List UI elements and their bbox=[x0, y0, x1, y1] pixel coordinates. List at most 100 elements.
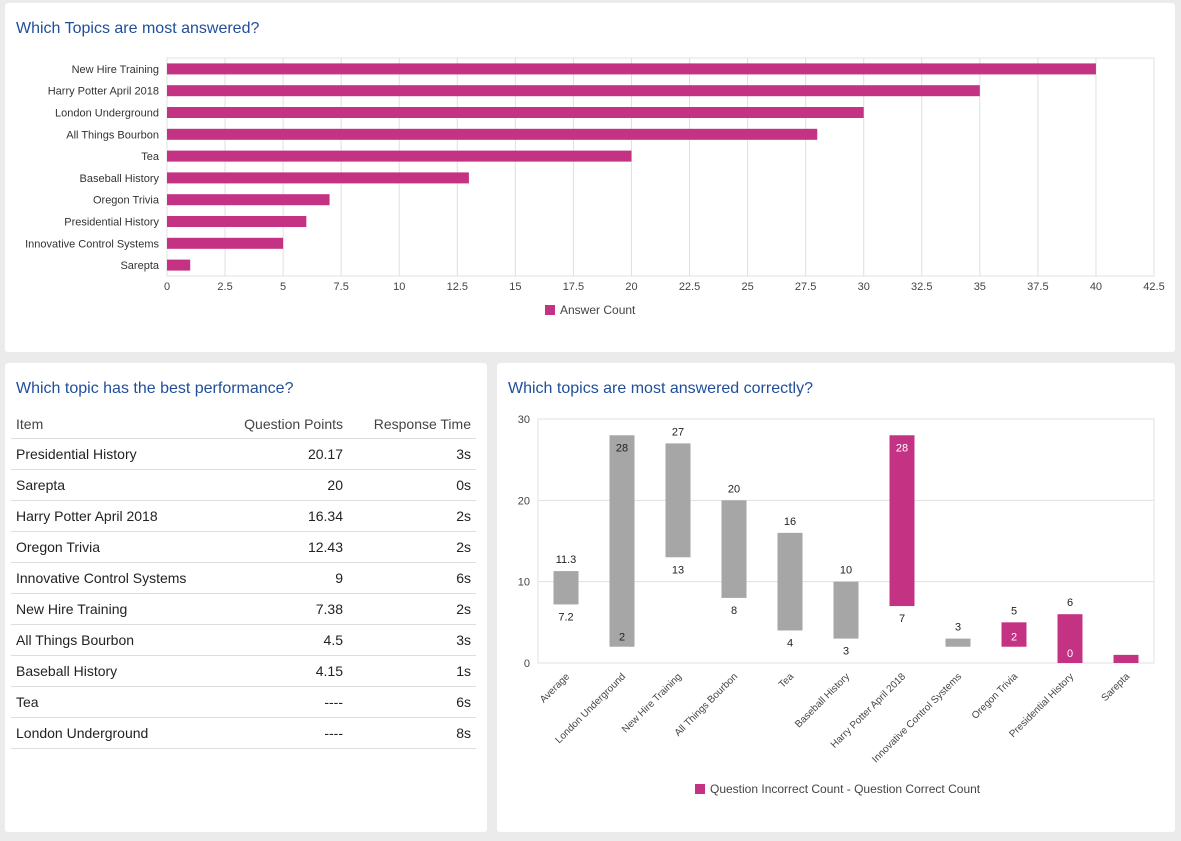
question-points-cell: ---- bbox=[231, 686, 348, 718]
bar[interactable] bbox=[167, 107, 864, 118]
bar[interactable] bbox=[167, 150, 632, 162]
response-time-cell: 8s bbox=[348, 717, 476, 749]
x-tick-label: 42.5 bbox=[1143, 281, 1164, 293]
question-points-cell: 9 bbox=[231, 562, 348, 594]
question-points-cell: 16.34 bbox=[231, 500, 348, 532]
high-value-label: 3 bbox=[955, 622, 961, 634]
table-row[interactable]: London Underground ---- 8s bbox=[11, 717, 476, 749]
x-tick-label: 25 bbox=[741, 281, 753, 293]
table-row[interactable]: Innovative Control Systems 9 6s bbox=[11, 562, 476, 594]
item-cell: Oregon Trivia bbox=[11, 531, 231, 563]
bar[interactable] bbox=[167, 63, 1096, 75]
range-bar[interactable] bbox=[833, 581, 859, 639]
bar[interactable] bbox=[167, 259, 191, 271]
response-time-cell: 1s bbox=[348, 655, 476, 687]
high-value-label: 20 bbox=[728, 483, 740, 495]
bar[interactable] bbox=[167, 216, 307, 227]
bar[interactable] bbox=[167, 85, 980, 97]
y-category-label: Tea bbox=[141, 151, 160, 163]
x-category-label: New Hire Training bbox=[620, 671, 684, 735]
y-category-label: All Things Bourbon bbox=[66, 129, 159, 141]
table-row[interactable]: All Things Bourbon 4.5 3s bbox=[11, 624, 476, 656]
item-cell: London Underground bbox=[11, 717, 231, 749]
legend-label[interactable]: Answer Count bbox=[560, 303, 636, 317]
table-title: Which topic has the best performance? bbox=[16, 380, 294, 397]
most-answered-chart: 0 2.5 5 7.5 10 12.5 15 17.5 20 22.5 25 27.5 30 32.5 35… bbox=[25, 57, 1165, 317]
item-cell: Tea bbox=[11, 686, 231, 718]
y-tick-label: 20 bbox=[518, 495, 530, 507]
column-header-question-points[interactable]: Question Points bbox=[231, 410, 348, 439]
low-value-label: 13 bbox=[672, 564, 684, 576]
high-value-label: 16 bbox=[784, 516, 796, 528]
question-points-cell: 4.5 bbox=[231, 624, 348, 656]
x-tick-label: 2.5 bbox=[217, 281, 232, 293]
bar[interactable] bbox=[167, 194, 330, 206]
column-header-item[interactable]: Item bbox=[11, 410, 231, 439]
chart-title: Which topics are most answered correctly… bbox=[508, 380, 813, 397]
bar[interactable] bbox=[167, 237, 284, 249]
x-category-label: Sarepta bbox=[1100, 671, 1133, 704]
question-points-cell: 4.15 bbox=[231, 655, 348, 687]
table-row[interactable]: Presidential History 20.17 3s bbox=[11, 438, 476, 470]
bar[interactable] bbox=[167, 128, 818, 140]
legend-label[interactable]: Question Incorrect Count - Question Corr… bbox=[710, 782, 981, 796]
item-cell: Harry Potter April 2018 bbox=[11, 500, 231, 532]
range-bar[interactable] bbox=[665, 443, 691, 558]
table-row[interactable]: Tea ---- 6s bbox=[11, 686, 476, 718]
range-bar[interactable] bbox=[1001, 622, 1027, 647]
y-tick-label: 0 bbox=[524, 658, 530, 670]
x-tick-label: 30 bbox=[858, 281, 870, 293]
response-time-cell: 3s bbox=[348, 624, 476, 656]
y-category-label: Innovative Control Systems bbox=[25, 238, 159, 250]
range-bar[interactable] bbox=[609, 435, 635, 647]
question-points-cell: 20.17 bbox=[231, 438, 348, 470]
table-row[interactable]: Baseball History 4.15 1s bbox=[11, 655, 476, 687]
low-value-label: 3 bbox=[843, 646, 849, 658]
low-value-label: 8 bbox=[731, 605, 737, 617]
x-category-label: Innovative Control Systems bbox=[870, 671, 964, 765]
x-tick-label: 5 bbox=[280, 281, 286, 293]
low-value-label: 4 bbox=[787, 637, 793, 649]
x-tick-label: 37.5 bbox=[1027, 281, 1048, 293]
table-row[interactable]: Sarepta 20 0s bbox=[11, 469, 476, 501]
range-bar[interactable] bbox=[553, 571, 579, 605]
column-header-response-time[interactable]: Response Time bbox=[348, 410, 476, 439]
high-value-label: 27 bbox=[672, 426, 684, 438]
low-value-label: 7.2 bbox=[558, 611, 573, 623]
range-bar[interactable] bbox=[721, 500, 747, 598]
x-category-label: Baseball History bbox=[793, 671, 852, 730]
low-value-label: 2 bbox=[1011, 632, 1017, 644]
question-points-cell: 20 bbox=[231, 469, 348, 501]
range-bar[interactable] bbox=[945, 638, 971, 647]
x-tick-label: 35 bbox=[974, 281, 986, 293]
high-value-label: 6 bbox=[1067, 597, 1073, 609]
legend-swatch bbox=[695, 784, 705, 794]
table-row[interactable]: New Hire Training 7.38 2s bbox=[11, 593, 476, 625]
x-tick-label: 10 bbox=[393, 281, 405, 293]
x-category-label: All Things Bourbon bbox=[673, 671, 740, 738]
x-category-label: Oregon Trivia bbox=[970, 671, 1021, 722]
range-bar[interactable] bbox=[1113, 654, 1139, 663]
table-row[interactable]: Harry Potter April 2018 16.34 2s bbox=[11, 500, 476, 532]
x-tick-label: 32.5 bbox=[911, 281, 932, 293]
item-cell: Baseball History bbox=[11, 655, 231, 687]
table-header: Item Question Points Response Time bbox=[11, 410, 476, 439]
x-tick-label: 20 bbox=[625, 281, 637, 293]
x-tick-label: 22.5 bbox=[679, 281, 700, 293]
item-cell: Innovative Control Systems bbox=[11, 562, 231, 594]
question-points-cell: 7.38 bbox=[231, 593, 348, 625]
low-value-label: 7 bbox=[899, 613, 905, 625]
y-tick-label: 10 bbox=[518, 577, 530, 589]
y-category-label: London Underground bbox=[55, 108, 159, 120]
response-time-cell: 6s bbox=[348, 686, 476, 718]
table-row[interactable]: Oregon Trivia 12.43 2s bbox=[11, 531, 476, 563]
y-category-label: Sarepta bbox=[120, 260, 159, 272]
y-category-label: Baseball History bbox=[80, 173, 160, 185]
item-cell: Presidential History bbox=[11, 438, 231, 470]
y-tick-label: 30 bbox=[518, 414, 530, 426]
bar[interactable] bbox=[167, 172, 469, 184]
range-bar[interactable] bbox=[777, 532, 803, 631]
x-category-label: Average bbox=[538, 671, 572, 705]
range-bar[interactable] bbox=[889, 435, 915, 607]
range-bar[interactable] bbox=[1057, 614, 1083, 663]
